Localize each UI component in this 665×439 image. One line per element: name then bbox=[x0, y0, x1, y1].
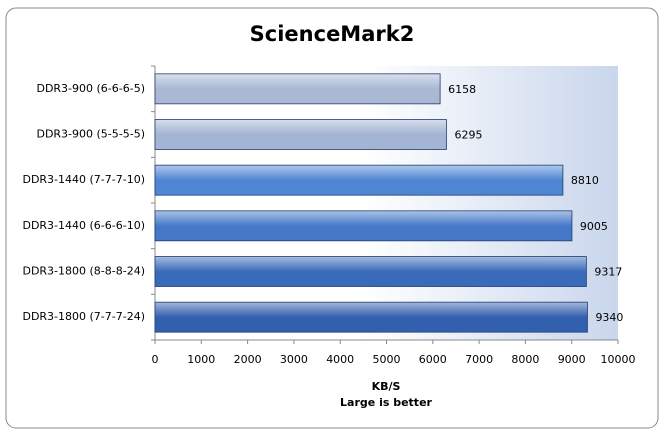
x-tick-label: 4000 bbox=[326, 353, 354, 366]
x-tick-label: 3000 bbox=[280, 353, 308, 366]
x-axis-note: Large is better bbox=[340, 396, 432, 409]
data-label: 9005 bbox=[580, 220, 608, 233]
x-tick-label: 7000 bbox=[465, 353, 493, 366]
plot-area bbox=[155, 66, 618, 340]
bar bbox=[154, 73, 441, 105]
x-axis-label: KB/S bbox=[372, 380, 401, 393]
chart-title: ScienceMark2 bbox=[250, 22, 415, 46]
x-tick-label: 10000 bbox=[601, 353, 636, 366]
x-tick-label: 0 bbox=[152, 353, 159, 366]
x-tick-label: 8000 bbox=[511, 353, 539, 366]
y-tick-label: DDR3-900 (5-5-5-5) bbox=[36, 128, 145, 141]
data-label: 6158 bbox=[448, 83, 476, 96]
bar bbox=[154, 256, 587, 287]
bar bbox=[154, 164, 564, 196]
x-tick-label: 2000 bbox=[234, 353, 262, 366]
data-label: 9340 bbox=[595, 311, 623, 324]
y-tick-label: DDR3-1440 (6-6-6-10) bbox=[22, 219, 145, 232]
y-tick-label: DDR3-900 (6-6-6-5) bbox=[36, 82, 145, 95]
bar bbox=[154, 210, 573, 242]
data-label: 6295 bbox=[454, 129, 482, 142]
y-tick-label: DDR3-1800 (8-8-8-24) bbox=[22, 265, 145, 278]
bar bbox=[154, 301, 588, 333]
bar bbox=[154, 119, 447, 150]
x-tick-label: 6000 bbox=[419, 353, 447, 366]
data-label: 9317 bbox=[594, 266, 622, 279]
y-tick-label: DDR3-1440 (7-7-7-10) bbox=[22, 173, 145, 186]
x-tick-label: 1000 bbox=[187, 353, 215, 366]
data-label: 8810 bbox=[571, 174, 599, 187]
x-tick-label: 5000 bbox=[373, 353, 401, 366]
y-tick-label: DDR3-1800 (7-7-7-24) bbox=[22, 310, 145, 323]
x-tick-label: 9000 bbox=[558, 353, 586, 366]
